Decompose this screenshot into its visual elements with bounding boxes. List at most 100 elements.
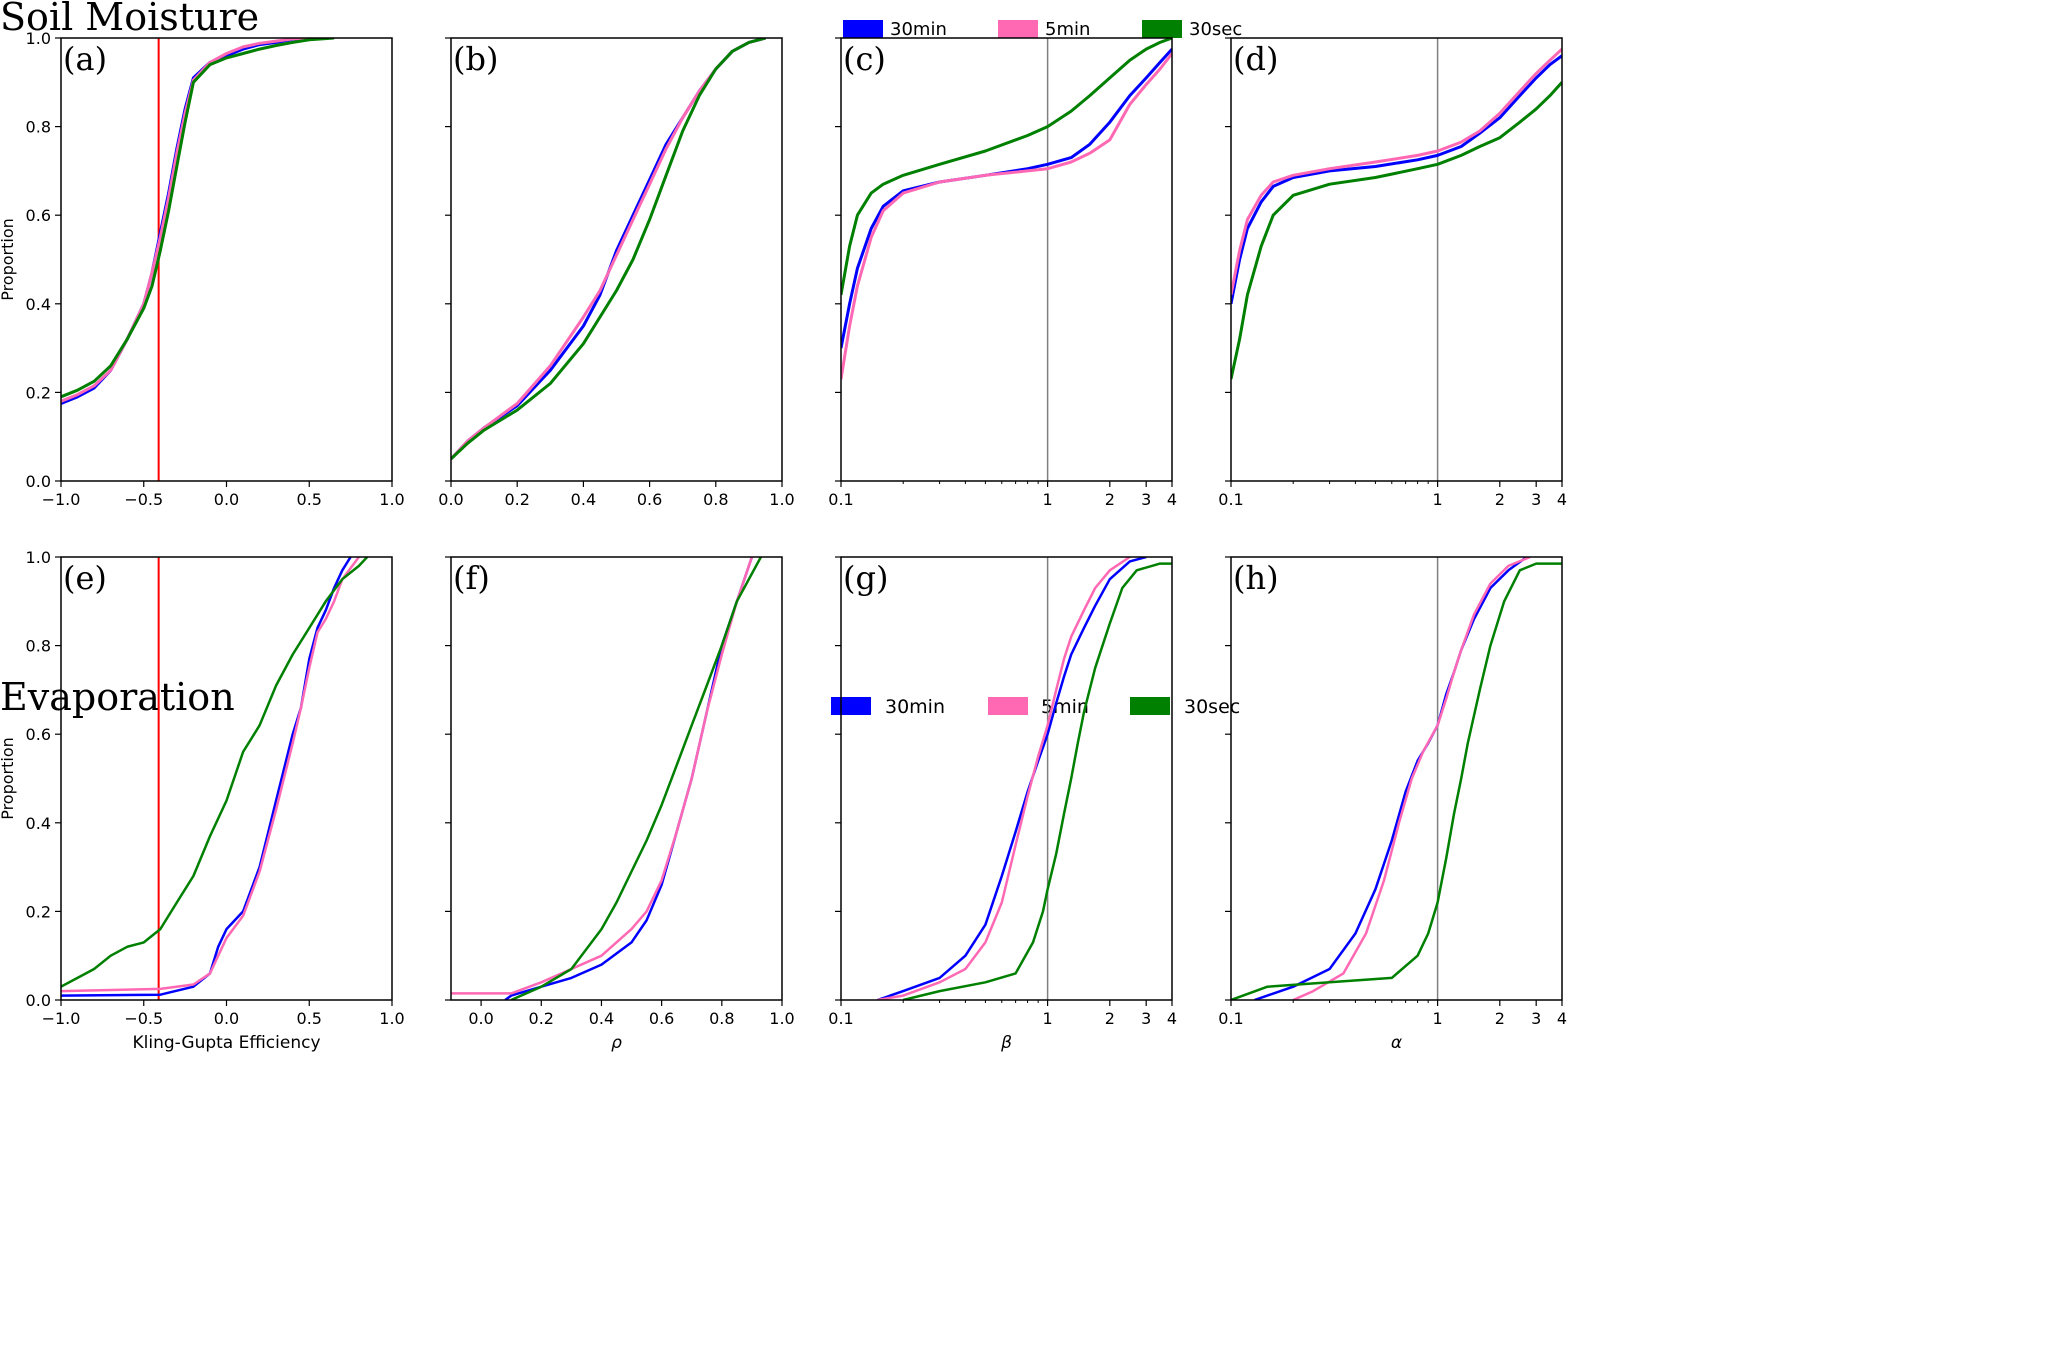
axes-frame xyxy=(450,556,783,1001)
x-tick-label: 0.6 xyxy=(649,1009,674,1028)
panel-label: (c) xyxy=(843,40,886,78)
legend-swatch-30sec xyxy=(1130,697,1170,715)
axes-frame xyxy=(1230,37,1563,482)
x-tick-label: −0.5 xyxy=(124,490,163,509)
series-line-30min xyxy=(451,38,766,460)
panel-g: 0.1 1 2 3 4 (g) β xyxy=(828,556,1177,1053)
series-line-5min xyxy=(451,557,754,995)
series-line-30min xyxy=(841,48,1172,349)
series-line-5min xyxy=(61,557,360,993)
x-tick-label: 3 xyxy=(1531,1009,1541,1028)
y-tick-label: 0.2 xyxy=(26,902,51,921)
x-tick-label: 4 xyxy=(1167,490,1177,509)
x-tick-label: 0.8 xyxy=(709,1009,734,1028)
y-axis-label: Proportion xyxy=(0,737,17,820)
series-line-30min xyxy=(876,557,1147,1000)
panel-d: 0.1 1 2 3 4 (d) xyxy=(1218,37,1567,509)
panel-e: 0.0 0.2 0.4 0.6 0.8 1.0 −1.0 −0.5 0.0 0.5 1.0 (e) Pr… xyxy=(0,548,405,1053)
x-tick-label: 0.8 xyxy=(703,490,728,509)
x-tick-label: −0.5 xyxy=(124,1009,163,1028)
x-tick-label: 2 xyxy=(1495,490,1505,509)
x-tick-label: 3 xyxy=(1531,490,1541,509)
x-tick-label: 3 xyxy=(1141,1009,1151,1028)
series-line-30min xyxy=(1254,557,1528,1000)
series-line-5min xyxy=(1292,557,1531,1000)
series-line-5min xyxy=(451,38,766,460)
panels: 0.0 0.2 0.4 0.6 0.8 1.0 −1.0 −0.5 0.0 0.5 1.0 (a) Pr… xyxy=(0,29,1567,1053)
x-tick-label: 1 xyxy=(1433,490,1443,509)
x-tick-label: 0.1 xyxy=(1218,1009,1243,1028)
x-tick-label: 2 xyxy=(1105,1009,1115,1028)
x-axis-label: ρ xyxy=(611,1033,622,1053)
axes-frame xyxy=(60,556,393,1001)
legend-soil-moisture: 30min 5min 30sec xyxy=(843,19,1242,40)
x-tick-label: 0.0 xyxy=(438,490,463,509)
panel-label: (h) xyxy=(1233,559,1279,597)
y-tick-label: 0.8 xyxy=(26,637,51,656)
legend-swatch-5min xyxy=(998,20,1038,38)
series-line-5min xyxy=(61,38,318,403)
x-tick-label: 2 xyxy=(1495,1009,1505,1028)
series-line-30sec xyxy=(61,38,335,399)
x-tick-label: 0.0 xyxy=(468,1009,493,1028)
y-tick-label: 0.4 xyxy=(26,814,51,833)
x-tick-label: 1.0 xyxy=(769,490,794,509)
legend-swatch-30min xyxy=(831,697,871,715)
x-tick-label: 0.2 xyxy=(529,1009,554,1028)
x-tick-label: 0.1 xyxy=(1218,490,1243,509)
series-line-30min xyxy=(61,38,310,405)
x-tick-label: 0.0 xyxy=(214,1009,239,1028)
legend-swatch-30min xyxy=(843,20,883,38)
legend-swatch-5min xyxy=(988,697,1028,715)
y-tick-label: 0.6 xyxy=(26,725,51,744)
axes-frame xyxy=(60,37,393,482)
y-tick-label: 0.2 xyxy=(26,383,51,402)
axes-frame xyxy=(450,37,783,482)
y-tick-label: 0.0 xyxy=(26,991,51,1010)
x-tick-label: 0.1 xyxy=(828,1009,853,1028)
panel-a: 0.0 0.2 0.4 0.6 0.8 1.0 −1.0 −0.5 0.0 0.5 1.0 (a) Pr… xyxy=(0,29,405,509)
panel-h: 0.1 1 2 3 4 (h) α xyxy=(1218,556,1567,1053)
x-tick-label: 0.0 xyxy=(214,490,239,509)
legend-label-5min: 5min xyxy=(1045,19,1090,40)
y-tick-label: 0.8 xyxy=(26,118,51,137)
x-tick-label: 0.4 xyxy=(571,490,596,509)
legend-label-30sec: 30sec xyxy=(1184,696,1240,718)
y-axis-label: Proportion xyxy=(0,218,17,301)
panel-label: (a) xyxy=(63,40,107,78)
row-title-evaporation: Evaporation xyxy=(0,675,235,719)
y-tick-label: 0.0 xyxy=(26,472,51,491)
x-tick-label: 1 xyxy=(1043,1009,1053,1028)
panel-label: (g) xyxy=(843,559,888,597)
x-tick-label: 1.0 xyxy=(379,490,404,509)
x-tick-label: 0.5 xyxy=(297,1009,322,1028)
series-line-30sec xyxy=(1231,562,1562,1000)
x-tick-label: −1.0 xyxy=(42,490,81,509)
x-axis-label: β xyxy=(1000,1033,1012,1053)
panel-label: (e) xyxy=(63,559,107,597)
axes-frame xyxy=(1230,556,1563,1001)
x-tick-label: −1.0 xyxy=(42,1009,81,1028)
x-axis-label: Kling-Gupta Efficiency xyxy=(132,1033,320,1053)
legend-label-30min: 30min xyxy=(890,19,947,40)
series-line-5min xyxy=(841,52,1172,380)
legend-swatch-30sec xyxy=(1142,20,1182,38)
panel-label: (f) xyxy=(453,559,490,597)
y-tick-label: 0.4 xyxy=(26,295,51,314)
x-tick-label: 0.5 xyxy=(297,490,322,509)
x-tick-label: 1.0 xyxy=(769,1009,794,1028)
x-tick-label: 0.4 xyxy=(589,1009,614,1028)
x-tick-label: 1 xyxy=(1043,490,1053,509)
series-line-30sec xyxy=(902,562,1172,1000)
legend-evaporation: 30min 5min 30sec xyxy=(831,696,1240,718)
series-line-30sec xyxy=(451,38,766,460)
series-line-30min xyxy=(1231,54,1562,305)
x-tick-label: 4 xyxy=(1557,490,1567,509)
x-axis-label: α xyxy=(1391,1033,1402,1053)
series-line-30min xyxy=(61,557,352,997)
panel-label: (d) xyxy=(1233,40,1278,78)
axes-frame xyxy=(840,556,1173,1001)
x-tick-label: 4 xyxy=(1167,1009,1177,1028)
y-tick-label: 1.0 xyxy=(26,29,51,48)
